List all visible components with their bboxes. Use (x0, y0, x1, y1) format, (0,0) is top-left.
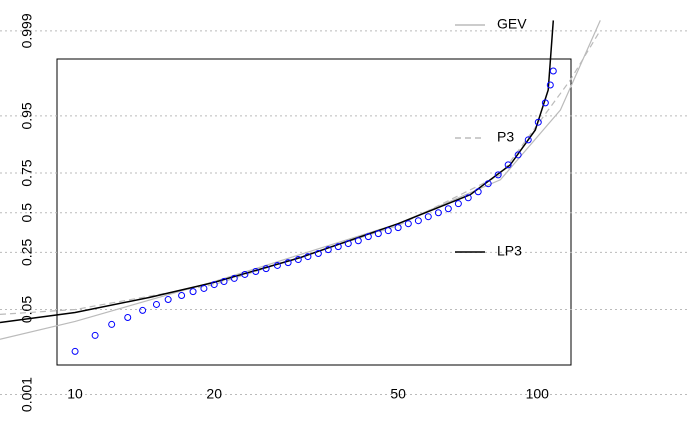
y-tick-label: 0.5 (19, 203, 35, 223)
data-point (71, 347, 79, 355)
data-point (474, 188, 482, 196)
data-point (124, 313, 132, 321)
data-point (314, 250, 322, 258)
y-tick-label: 0.999 (19, 13, 35, 48)
y-tick-label: 0.95 (19, 102, 35, 129)
data-point (514, 151, 522, 159)
data-point (414, 217, 422, 225)
data-point (241, 270, 249, 278)
data-point (344, 240, 352, 248)
data-point (262, 265, 270, 273)
data-point (139, 306, 147, 314)
x-tick-label: 10 (67, 386, 83, 402)
data-point (304, 253, 312, 261)
data-point (91, 331, 99, 339)
legend-box (56, 58, 572, 366)
data-point (454, 200, 462, 208)
data-point (324, 246, 332, 254)
x-tick-label: 100 (526, 386, 550, 402)
data-point (252, 267, 260, 275)
fit-line (0, 20, 555, 324)
data-point (210, 281, 218, 289)
data-point (200, 284, 208, 292)
legend-label: GEV (497, 16, 527, 32)
data-point (164, 296, 172, 304)
data-point (541, 99, 549, 107)
data-point (464, 194, 472, 202)
legend-label: P3 (497, 129, 514, 145)
data-point (504, 161, 512, 169)
y-tick-label: 0.75 (19, 159, 35, 186)
data-point (404, 220, 412, 228)
x-tick-label: 20 (206, 386, 222, 402)
data-point (444, 205, 452, 213)
data-point (354, 237, 362, 245)
data-point (494, 171, 502, 179)
fit-line (0, 30, 601, 315)
data-point (230, 274, 238, 282)
data-point (546, 81, 554, 89)
data-point (334, 243, 342, 251)
data-point (284, 259, 292, 267)
data-point (178, 292, 186, 300)
y-tick-label: 0.05 (19, 296, 35, 323)
data-point (384, 227, 392, 235)
y-tick-label: 0.25 (19, 239, 35, 266)
data-point (189, 288, 197, 296)
data-point (534, 118, 542, 126)
data-point (524, 136, 532, 144)
data-point (374, 230, 382, 238)
data-point (434, 209, 442, 217)
y-tick-label: 0.001 (19, 377, 35, 412)
data-point (364, 233, 372, 241)
data-point (273, 261, 281, 269)
legend-label: LP3 (497, 243, 522, 259)
data-point (424, 213, 432, 221)
data-point (108, 320, 116, 328)
fit-line (0, 20, 601, 340)
data-point (394, 224, 402, 232)
x-tick-label: 50 (390, 386, 406, 402)
data-point (152, 300, 160, 308)
data-point (484, 180, 492, 188)
data-point (549, 67, 557, 75)
data-point (294, 256, 302, 264)
data-point (220, 278, 228, 286)
